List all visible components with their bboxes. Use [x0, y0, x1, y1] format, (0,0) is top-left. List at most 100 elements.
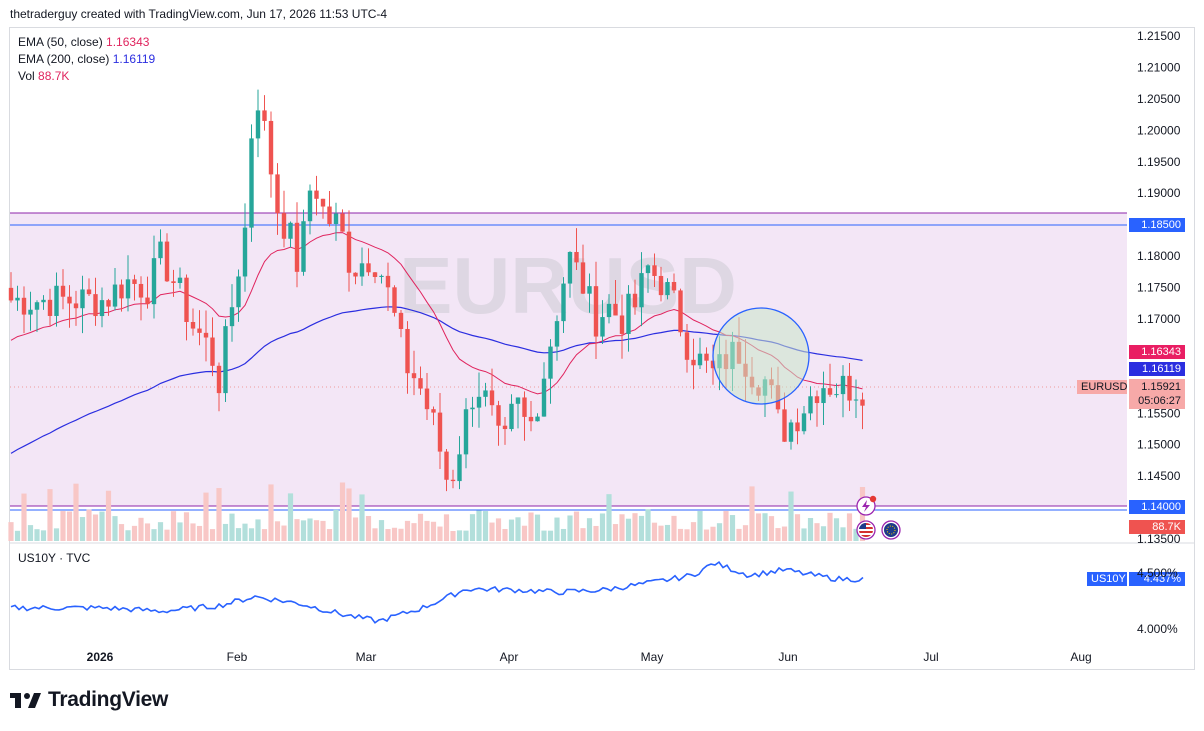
candle-body — [548, 346, 553, 379]
lightning-icon[interactable] — [856, 495, 877, 516]
candle-body — [262, 110, 267, 121]
resistance-price-tag[interactable]: 1.18500 — [1129, 218, 1185, 232]
x-tick-label: Mar — [356, 650, 377, 664]
y-tick-label: 1.15000 — [1137, 438, 1181, 452]
candle-body — [359, 263, 365, 277]
candle-body — [177, 277, 183, 283]
us10y-tick-450: 4.500% — [1137, 566, 1178, 580]
candle-body — [346, 231, 352, 273]
consolidation-circle[interactable] — [712, 307, 810, 405]
candle-body — [392, 287, 397, 313]
candle-body — [502, 425, 508, 430]
candle-body — [476, 396, 482, 408]
candle-body — [860, 399, 865, 406]
volume-bar — [21, 493, 27, 541]
volume-bar — [333, 509, 339, 541]
ema50-price-tag[interactable]: 1.16343 — [1129, 345, 1185, 359]
volume-bar — [92, 514, 99, 541]
y-tick-label: 1.19000 — [1137, 186, 1181, 200]
candle-body — [522, 397, 527, 417]
candle-body — [847, 375, 852, 401]
us10y-name-tag[interactable]: US10Y — [1087, 572, 1127, 586]
candle-body — [307, 190, 313, 222]
candle-body — [320, 198, 326, 207]
volume-bar — [534, 514, 541, 541]
candle-body — [21, 297, 27, 315]
volume-bar — [339, 482, 346, 541]
candle-body — [457, 454, 462, 482]
candle-body — [145, 297, 150, 305]
candle-body — [366, 263, 371, 273]
last-price-value: 1.15921 — [1141, 381, 1181, 393]
candle-body — [80, 289, 85, 309]
eu-flag-icon[interactable] — [881, 520, 901, 540]
volume-bar — [385, 529, 391, 541]
candle-body — [827, 388, 833, 395]
volume-bar — [352, 517, 359, 541]
ema200-price-tag[interactable]: 1.16119 — [1129, 362, 1185, 376]
y-tick-label: 1.20000 — [1137, 123, 1181, 137]
candle-body — [372, 272, 378, 277]
candle-body — [385, 275, 391, 288]
volume-bar — [677, 528, 684, 541]
last-price-tag[interactable]: 1.15921 05:06:27 — [1129, 379, 1185, 409]
candle-body — [489, 390, 495, 406]
volume-bar — [164, 529, 170, 541]
candle-body — [853, 399, 859, 401]
volume-bar — [593, 525, 599, 541]
y-tick-label: 1.14500 — [1137, 469, 1181, 483]
volume-bar — [346, 488, 352, 541]
volume-bar — [398, 528, 404, 541]
tradingview-footer[interactable]: TradingView — [10, 688, 168, 712]
support-price-tag[interactable]: 1.14000 — [1129, 500, 1185, 514]
volume-bar — [840, 527, 846, 541]
legend-vol[interactable]: Vol 88.7K — [18, 69, 70, 83]
candle-body — [8, 287, 14, 301]
candle-body — [86, 289, 92, 295]
candle-body — [554, 321, 560, 347]
legend-ema50[interactable]: EMA (50, close) 1.16343 — [18, 35, 150, 49]
symbol-tag[interactable]: EURUSD — [1077, 380, 1127, 394]
candle-body — [333, 213, 339, 224]
volume-bar — [645, 509, 651, 541]
volume-bar — [560, 528, 567, 541]
volume-bar — [476, 510, 482, 541]
candle-body — [164, 241, 170, 282]
volume-bar — [710, 526, 716, 541]
volume-bar — [99, 511, 105, 541]
candle-body — [567, 251, 573, 284]
candle-body — [671, 281, 677, 291]
volume-bar — [112, 516, 118, 541]
candle-body — [639, 273, 644, 308]
volume-bar — [671, 515, 677, 541]
candle-body — [340, 213, 345, 232]
legend-us10y[interactable]: US10Y · TVC — [18, 551, 91, 565]
volume-bar — [170, 511, 177, 541]
candle-body — [619, 315, 625, 334]
volume-bar — [8, 522, 14, 541]
volume-bar — [313, 520, 320, 541]
volume-bar — [404, 520, 411, 541]
us10y-value-tag[interactable]: 4.437% — [1129, 572, 1185, 586]
volume-bar — [833, 518, 840, 541]
candle-body — [483, 390, 488, 397]
y-tick-label: 1.21000 — [1137, 60, 1181, 74]
volume-bar — [573, 511, 580, 541]
legend-ema200[interactable]: EMA (200, close) 1.16119 — [18, 52, 156, 66]
candle-body — [444, 451, 449, 480]
x-tick-label: Jun — [778, 650, 797, 664]
volume-tag[interactable]: 88.7K — [1129, 520, 1185, 534]
candle-body — [223, 326, 228, 394]
volume-bar — [820, 526, 827, 541]
x-tick-label: May — [641, 650, 664, 664]
countdown-value: 05:06:27 — [1138, 395, 1181, 407]
us-flag-icon[interactable] — [856, 520, 876, 540]
candle-body — [275, 174, 280, 214]
volume-bar — [66, 511, 73, 541]
candle-body — [626, 293, 631, 334]
chart-header: thetraderguy created with TradingView.co… — [10, 7, 388, 21]
candle-body — [496, 405, 501, 426]
volume-bar — [300, 520, 307, 541]
volume-bar — [307, 518, 313, 541]
